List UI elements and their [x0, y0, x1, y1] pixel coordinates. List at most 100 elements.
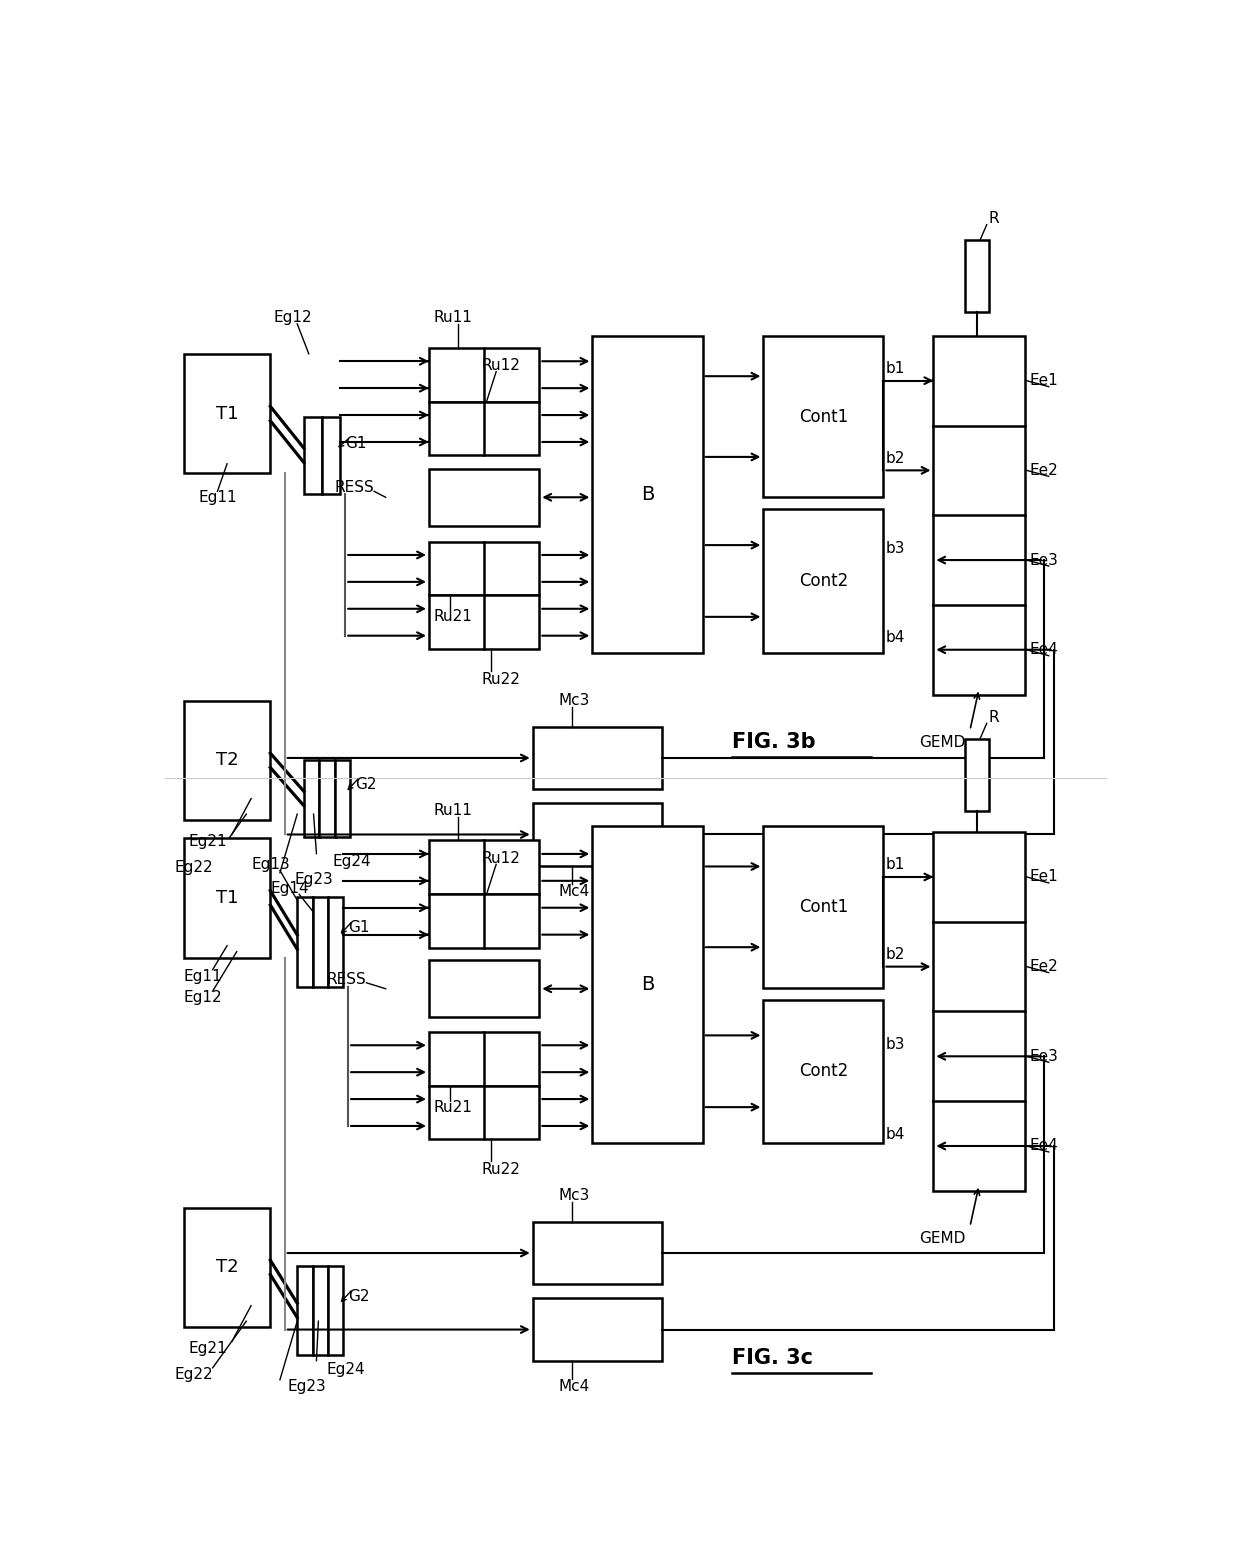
- Text: B: B: [641, 485, 655, 503]
- Text: Eg12: Eg12: [273, 311, 311, 326]
- Bar: [934, 335, 1024, 694]
- Text: Eg24: Eg24: [326, 1362, 365, 1376]
- Text: T1: T1: [216, 405, 238, 422]
- Text: Eg21: Eg21: [188, 1342, 227, 1356]
- Bar: [429, 1031, 539, 1086]
- Text: b2: b2: [885, 450, 905, 466]
- Bar: [335, 759, 350, 837]
- Text: G2: G2: [355, 776, 377, 792]
- Text: Ee3: Ee3: [1029, 553, 1059, 567]
- Text: Cont2: Cont2: [799, 1062, 848, 1081]
- Bar: [593, 335, 703, 652]
- Text: FIG. 3c: FIG. 3c: [732, 1348, 812, 1368]
- Text: Mc3: Mc3: [559, 1188, 590, 1204]
- Text: Eg22: Eg22: [174, 1368, 213, 1382]
- Bar: [429, 1086, 539, 1140]
- Text: R: R: [988, 710, 999, 725]
- Text: Ru21: Ru21: [434, 609, 472, 624]
- Text: Ee1: Ee1: [1029, 373, 1058, 388]
- Text: Cont2: Cont2: [799, 572, 848, 590]
- Text: FIG. 3b: FIG. 3b: [732, 733, 815, 752]
- Bar: [764, 509, 883, 652]
- Text: Eg11: Eg11: [184, 969, 222, 985]
- Text: Eg12: Eg12: [184, 989, 222, 1005]
- Bar: [429, 840, 539, 895]
- Text: Ru12: Ru12: [481, 851, 521, 867]
- Bar: [184, 700, 270, 820]
- Text: b2: b2: [885, 947, 905, 963]
- Bar: [184, 354, 270, 474]
- Bar: [429, 402, 539, 455]
- Text: RESS: RESS: [326, 972, 367, 986]
- Text: b1: b1: [885, 857, 905, 873]
- Bar: [184, 839, 270, 958]
- Text: T2: T2: [216, 752, 238, 769]
- Text: Mc4: Mc4: [559, 884, 590, 899]
- Bar: [934, 832, 1024, 1191]
- Bar: [429, 348, 539, 402]
- Text: b4: b4: [885, 1126, 905, 1141]
- Text: Eg13: Eg13: [250, 857, 290, 871]
- Text: Ru22: Ru22: [481, 1162, 521, 1177]
- Bar: [298, 1266, 312, 1356]
- Text: b4: b4: [885, 631, 905, 646]
- Text: Eg14: Eg14: [270, 881, 309, 896]
- Bar: [322, 416, 341, 494]
- Bar: [429, 469, 539, 526]
- Text: Eg23: Eg23: [294, 873, 334, 887]
- Text: Ru11: Ru11: [434, 803, 472, 818]
- Text: GEMD: GEMD: [919, 1232, 966, 1246]
- Text: G1: G1: [345, 436, 367, 450]
- Text: Ru11: Ru11: [434, 311, 472, 326]
- Bar: [312, 898, 327, 988]
- Text: RESS: RESS: [335, 480, 374, 495]
- Text: b3: b3: [885, 540, 905, 556]
- Text: Cont1: Cont1: [799, 898, 848, 916]
- Bar: [965, 739, 990, 811]
- Text: Ru22: Ru22: [481, 671, 521, 686]
- Text: T2: T2: [216, 1258, 238, 1277]
- Bar: [184, 1208, 270, 1328]
- Bar: [304, 416, 322, 494]
- Bar: [429, 542, 539, 595]
- Bar: [764, 826, 883, 988]
- Text: Ee2: Ee2: [1029, 960, 1058, 974]
- Text: Eg11: Eg11: [198, 489, 237, 505]
- Bar: [533, 1222, 662, 1284]
- Bar: [593, 826, 703, 1143]
- Text: G1: G1: [348, 921, 370, 935]
- Bar: [764, 335, 883, 497]
- Bar: [764, 1000, 883, 1143]
- Text: GEMD: GEMD: [919, 735, 966, 750]
- Text: Eg23: Eg23: [288, 1379, 326, 1395]
- Text: Ee4: Ee4: [1029, 1138, 1058, 1154]
- Bar: [533, 803, 662, 865]
- Text: T1: T1: [216, 888, 238, 907]
- Text: G2: G2: [348, 1289, 370, 1303]
- Text: Ee2: Ee2: [1029, 463, 1058, 478]
- Text: Ru12: Ru12: [481, 359, 521, 373]
- Text: Mc3: Mc3: [559, 693, 590, 708]
- Text: Ee3: Ee3: [1029, 1048, 1059, 1064]
- Bar: [429, 960, 539, 1017]
- Text: Ru21: Ru21: [434, 1100, 472, 1115]
- Text: Eg22: Eg22: [174, 860, 213, 876]
- Bar: [965, 241, 990, 312]
- Text: Eg24: Eg24: [332, 854, 372, 870]
- Bar: [429, 895, 539, 947]
- Bar: [298, 898, 312, 988]
- Text: Ee1: Ee1: [1029, 870, 1058, 885]
- Bar: [327, 1266, 343, 1356]
- Bar: [320, 759, 335, 837]
- Bar: [312, 1266, 327, 1356]
- Bar: [533, 727, 662, 789]
- Text: B: B: [641, 975, 655, 994]
- Text: Mc4: Mc4: [559, 1379, 590, 1395]
- Text: b1: b1: [885, 362, 905, 376]
- Text: Ee4: Ee4: [1029, 643, 1058, 657]
- Text: R: R: [988, 211, 999, 227]
- Bar: [429, 595, 539, 649]
- Text: Cont1: Cont1: [799, 407, 848, 426]
- Bar: [327, 898, 343, 988]
- Bar: [304, 759, 320, 837]
